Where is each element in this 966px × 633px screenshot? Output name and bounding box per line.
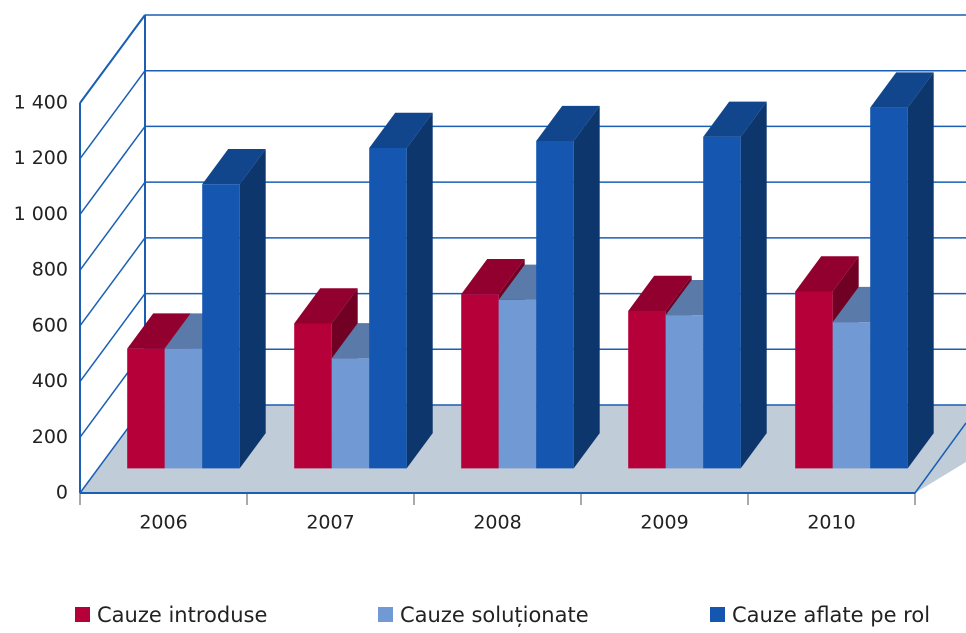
grid-line	[79, 237, 146, 327]
bar-front	[832, 322, 871, 469]
bar-top	[536, 105, 600, 142]
bar-top	[127, 313, 191, 349]
grid-line	[79, 70, 146, 160]
y-tick-label: 800	[32, 259, 68, 281]
legend-swatch	[378, 607, 393, 622]
bar-top	[369, 112, 433, 149]
bar-side	[406, 112, 433, 469]
x-tick-label: 2007	[306, 512, 354, 534]
y-tick-label: 1 400	[14, 92, 68, 114]
grid-line	[79, 125, 146, 215]
x-tick-label: 2009	[640, 512, 688, 534]
bar-front	[870, 107, 908, 469]
bar-top	[294, 288, 358, 324]
bar-front	[461, 294, 499, 469]
legend-swatch	[710, 607, 725, 622]
y-tick-label: 1 200	[14, 147, 68, 169]
bar	[703, 101, 767, 469]
legend-swatch	[75, 607, 90, 622]
bar-front	[498, 299, 537, 469]
floor-edge	[914, 422, 966, 494]
y-tick-label: 200	[32, 426, 68, 448]
bar-front	[294, 323, 332, 469]
bar-side	[907, 72, 934, 469]
bar-top	[703, 101, 767, 137]
legend-label: Cauze aflate pe rol	[732, 603, 930, 627]
bar-front	[703, 136, 741, 469]
legend-label: Cauze soluționate	[400, 603, 589, 627]
bar-top	[202, 149, 266, 185]
bar-front	[164, 348, 203, 469]
bar-front	[369, 148, 407, 469]
grid-line	[79, 181, 146, 271]
bar-front	[536, 141, 574, 469]
bar	[870, 72, 934, 469]
y-tick-label: 0	[56, 482, 68, 504]
bar-front	[628, 310, 666, 469]
bar-front	[127, 348, 165, 469]
grid-line	[79, 293, 146, 383]
y-tick-label: 400	[32, 370, 68, 392]
bar-front	[202, 184, 240, 469]
bar-top	[461, 259, 525, 295]
x-tick-label: 2006	[139, 512, 187, 534]
bar-front	[795, 291, 833, 469]
bar	[369, 112, 433, 469]
y-tick-label: 600	[32, 314, 68, 336]
bar	[202, 149, 266, 469]
grid-line	[79, 14, 146, 104]
bar-side	[740, 101, 767, 469]
bar-top	[628, 275, 692, 311]
bar	[536, 105, 600, 469]
bar-side	[239, 149, 266, 469]
bar-front	[331, 358, 370, 469]
bar-side	[573, 105, 600, 469]
legend-label: Cauze introduse	[97, 603, 267, 627]
y-tick-label: 1 000	[14, 203, 68, 225]
bar-front	[665, 315, 704, 469]
bar-top	[795, 256, 859, 292]
x-tick-label: 2010	[807, 512, 855, 534]
x-tick-label: 2008	[473, 512, 521, 534]
bar-top	[870, 72, 934, 108]
